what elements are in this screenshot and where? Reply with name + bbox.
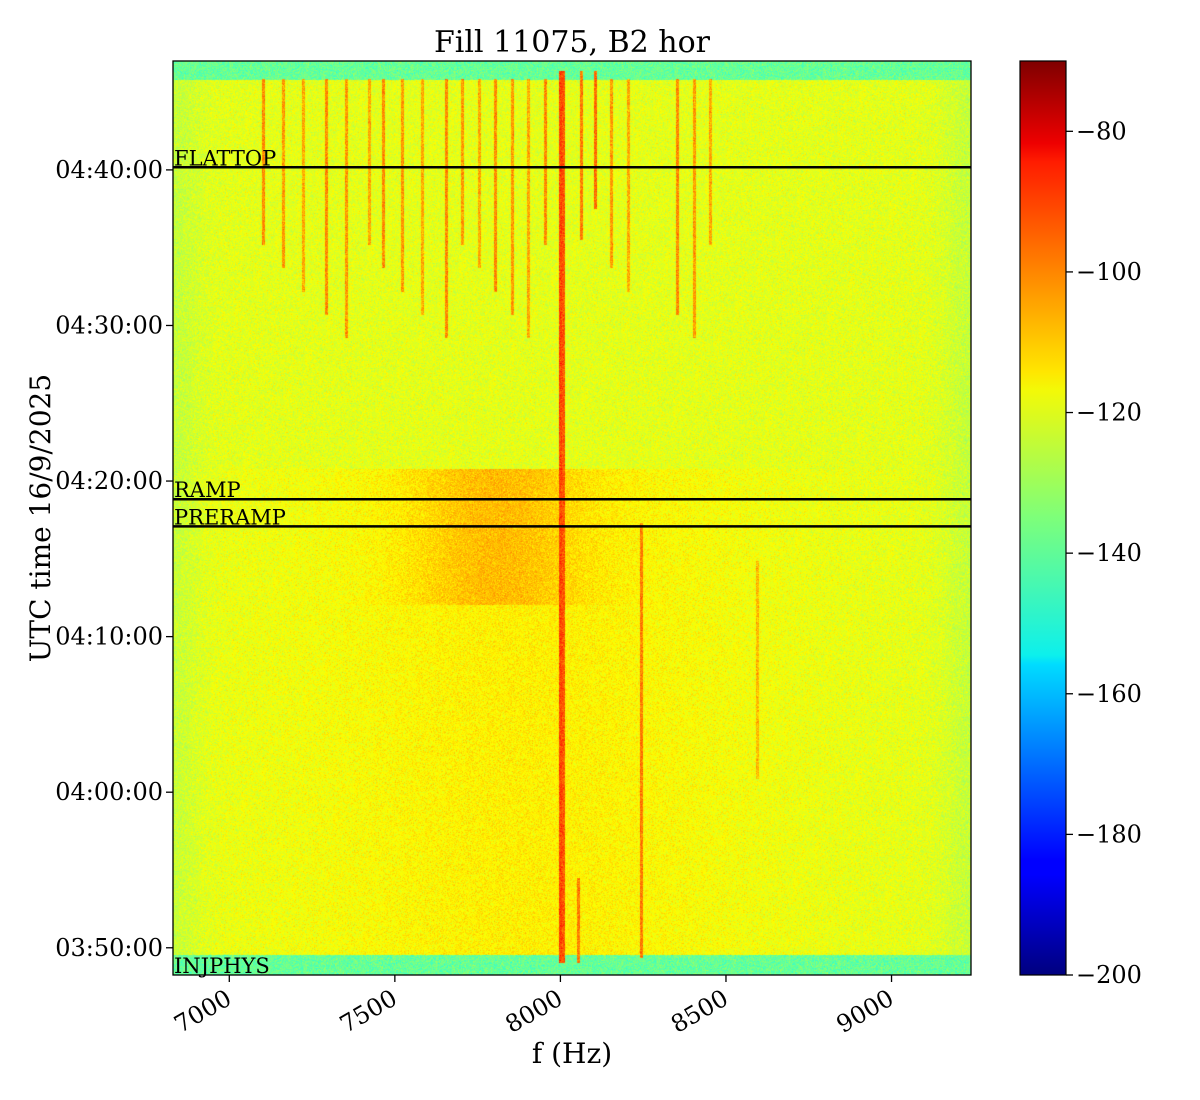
heatmap-image bbox=[173, 61, 971, 975]
heatmap-raster bbox=[173, 61, 971, 975]
x-tick-label: 8000 bbox=[501, 984, 568, 1039]
y-tick-label: 04:30:00 bbox=[55, 311, 163, 339]
colorbar-tick-label: −200 bbox=[1076, 961, 1142, 989]
y-axis: 03:50:00 04:00:00 04:10:00 04:20:00 04:30:00… bbox=[55, 156, 173, 962]
y-tick-label: 04:40:00 bbox=[55, 156, 163, 184]
x-tick-label: 7000 bbox=[169, 984, 236, 1039]
x-tick-label: 7500 bbox=[335, 984, 402, 1039]
y-tick-label: 04:00:00 bbox=[55, 778, 163, 806]
chart-title: Fill 11075, B2 hor bbox=[434, 25, 711, 60]
colorbar-tick-label: −100 bbox=[1076, 258, 1142, 286]
colorbar-tick-label: −180 bbox=[1076, 820, 1142, 848]
colorbar-tick-label: −140 bbox=[1076, 539, 1142, 567]
y-tick-label: 04:10:00 bbox=[55, 623, 163, 651]
marker-label-ramp: RAMP bbox=[174, 478, 241, 502]
marker-label-injphys: INJPHYS bbox=[174, 954, 270, 978]
y-tick-label: 03:50:00 bbox=[55, 934, 163, 962]
x-axis: 7000 7500 8000 8500 9000 bbox=[169, 975, 899, 1039]
y-axis-title: UTC time 16/9/2025 bbox=[24, 374, 57, 662]
marker-label-preramp: PRERAMP bbox=[174, 505, 286, 529]
colorbar-tick-label: −120 bbox=[1076, 399, 1142, 427]
x-axis-title: f (Hz) bbox=[532, 1037, 612, 1070]
x-tick-label: 8500 bbox=[666, 984, 733, 1039]
plot-frame bbox=[172, 60, 972, 976]
colorbar-axis: −80 −100 −120 −140 −160 −180 −200 bbox=[1066, 117, 1142, 989]
marker-label-flattop: FLATTOP bbox=[174, 146, 276, 170]
colorbar-tick-label: −160 bbox=[1076, 680, 1142, 708]
x-tick-label: 9000 bbox=[832, 984, 899, 1039]
colorbar bbox=[1019, 60, 1067, 976]
colorbar-tick-label: −80 bbox=[1076, 117, 1127, 145]
phase-markers: FLATTOP RAMP PRERAMP INJPHYS bbox=[173, 146, 971, 978]
y-tick-label: 04:20:00 bbox=[55, 467, 163, 495]
